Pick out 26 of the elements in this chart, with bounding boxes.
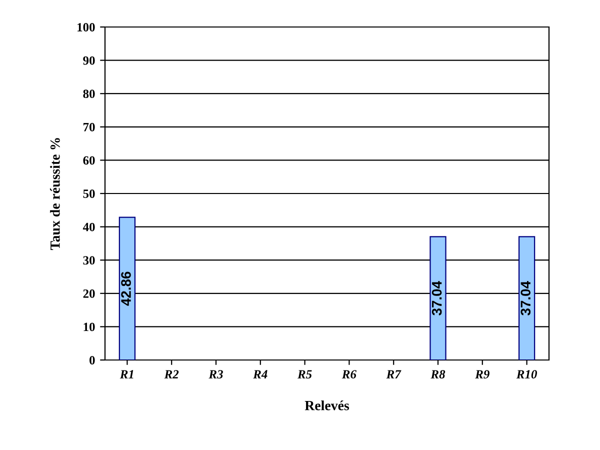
x-tick-label: R4	[253, 370, 268, 378]
data-label: 37.04	[520, 281, 531, 316]
x-tick-label: R8	[430, 370, 446, 379]
y-tick-label: 0	[90, 356, 95, 364]
x-tick-label: R1	[120, 370, 134, 378]
x-tick-label: R9	[475, 370, 490, 379]
y-tick-label: 10	[84, 322, 95, 332]
y-tick-label: 40	[82, 222, 95, 232]
x-tick-label: R6	[342, 370, 356, 379]
x-tick-label: R10	[516, 370, 537, 379]
y-axis-title: Taux de réussite %	[50, 138, 60, 250]
y-tick-label: 60	[83, 156, 95, 165]
y-tick-label: 80	[83, 90, 95, 98]
x-tick-label: R2	[164, 370, 179, 378]
y-tick-label: 20	[83, 289, 95, 298]
x-axis-title: Relevés	[304, 400, 350, 410]
x-tick-label: R7	[386, 370, 402, 378]
data-label: 42.86	[121, 272, 131, 306]
x-tick-label: R3	[208, 370, 223, 379]
x-tick-label: R5	[297, 370, 312, 379]
y-tick-label: 90	[83, 56, 95, 65]
y-tick-label: 30	[83, 256, 95, 265]
y-tick-label: 50	[83, 190, 95, 198]
y-tick-label: 100	[78, 23, 95, 32]
y-tick-label: 70	[83, 122, 95, 132]
data-label: 37.04	[432, 281, 442, 316]
